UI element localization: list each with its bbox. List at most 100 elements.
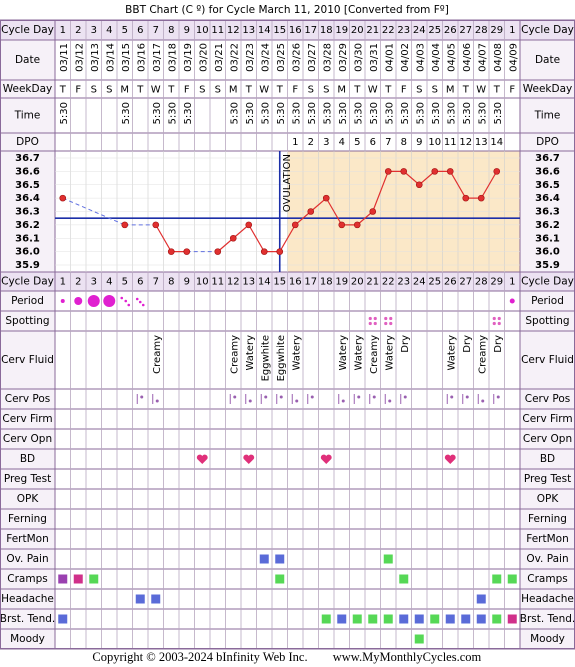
symptom-icon xyxy=(58,574,68,584)
row-label: Preg Test xyxy=(524,473,571,485)
cycle-day: 19 xyxy=(335,277,348,288)
time: 5:30 xyxy=(183,102,194,124)
cervical-fluid: Creamy xyxy=(152,335,163,374)
date: 03/13 xyxy=(90,43,101,72)
row-label: Cerv Pos xyxy=(525,393,571,405)
cycle-day: 2 xyxy=(75,277,81,288)
ovulation-label: OVULATION xyxy=(282,154,293,212)
spotting-icon xyxy=(373,316,377,321)
row-label: Headache xyxy=(521,593,574,605)
temperature-point xyxy=(307,208,315,215)
symptom-icon xyxy=(430,614,440,624)
spotting-icon xyxy=(384,321,388,326)
date: 04/08 xyxy=(493,43,504,72)
gap-bridge xyxy=(62,197,125,226)
cerv-pos-icon xyxy=(248,399,252,403)
temperature-point xyxy=(291,221,299,229)
date: 03/27 xyxy=(307,43,318,72)
cervical-fluid: Creamy xyxy=(477,335,488,374)
weekday: W xyxy=(151,85,161,96)
time: 5:30 xyxy=(291,102,302,124)
row-label: Moody xyxy=(10,633,45,645)
row-label: Ov. Pain xyxy=(6,553,48,565)
period-icon xyxy=(124,299,128,303)
cerv-pos-icon xyxy=(496,395,500,399)
dpo: 7 xyxy=(385,137,391,148)
symptom-icon xyxy=(445,614,455,624)
cycle-day: 26 xyxy=(444,25,457,36)
y-tick-label: 36.2 xyxy=(535,220,560,231)
weekday: T xyxy=(167,85,175,96)
cycle-day: 28 xyxy=(475,25,488,36)
date: 04/01 xyxy=(384,43,395,72)
symptom-icon xyxy=(259,554,269,564)
cycle-day: 20 xyxy=(351,277,364,288)
time: 5:30 xyxy=(369,102,380,124)
weekday: T xyxy=(462,85,470,96)
copyright: Copyright © 2003-2024 bInfinity Web Inc. xyxy=(92,650,307,664)
cycle-day: 5 xyxy=(122,277,128,288)
symptom-icon xyxy=(352,614,362,624)
y-tick-label: 36.0 xyxy=(535,247,560,258)
cerv-pos-icon xyxy=(310,395,314,399)
cerv-pos-icon xyxy=(481,399,485,403)
time: 5:30 xyxy=(229,102,240,124)
y-tick-label: 36.6 xyxy=(15,166,40,177)
symptom-icon xyxy=(73,574,83,584)
cervical-fluid: Dry xyxy=(400,335,411,353)
cerv-pos-icon xyxy=(295,399,299,403)
time: 5:30 xyxy=(307,102,318,124)
row-label: Date xyxy=(15,54,40,66)
y-tick-label: 36.7 xyxy=(535,153,560,164)
weekday: S xyxy=(323,85,329,96)
cycle-day: 1 xyxy=(60,277,66,288)
weekday: M xyxy=(446,85,455,96)
time: 5:30 xyxy=(121,102,132,124)
weekday: S xyxy=(106,85,112,96)
dpo: 4 xyxy=(339,137,345,148)
period-icon xyxy=(127,303,131,307)
row-label: Cycle Day xyxy=(521,276,574,288)
cycle-day: 10 xyxy=(196,277,209,288)
row-label: Cerv Firm xyxy=(522,413,572,425)
date: 03/12 xyxy=(74,43,85,72)
cerv-pos-icon xyxy=(450,395,454,399)
symptom-icon xyxy=(399,614,409,624)
row-label: OPK xyxy=(17,493,40,505)
cycle-day: 12 xyxy=(227,277,240,288)
y-tick-label: 36.3 xyxy=(535,207,560,218)
dpo: 6 xyxy=(370,137,376,148)
cycle-day: 7 xyxy=(153,277,159,288)
cycle-day: 4 xyxy=(106,25,112,36)
row-label: Cerv Opn xyxy=(3,433,52,445)
time: 5:30 xyxy=(322,102,333,124)
row-label: Spotting xyxy=(5,315,49,327)
cycle-day: 28 xyxy=(475,277,488,288)
bd-heart xyxy=(320,454,332,464)
period-icon xyxy=(60,299,65,303)
symptom-icon xyxy=(414,634,424,644)
bd-heart xyxy=(243,454,255,464)
row-label: Period xyxy=(531,295,564,307)
cycle-day: 17 xyxy=(304,277,317,288)
row-label: Cramps xyxy=(527,573,567,585)
row-label: Cerv Opn xyxy=(523,433,572,445)
time: 5:30 xyxy=(400,102,411,124)
temperature-point xyxy=(276,248,284,255)
symptom-icon xyxy=(337,614,347,624)
row-label: Spotting xyxy=(525,315,569,327)
weekday: T xyxy=(353,85,361,96)
cerv-pos-icon xyxy=(357,395,361,399)
symptom-icon xyxy=(275,554,285,564)
y-tick-label: 36.2 xyxy=(15,220,40,231)
time: 5:30 xyxy=(338,102,349,124)
weekday: T xyxy=(245,85,253,96)
dpo: 3 xyxy=(323,137,329,148)
cycle-day: 21 xyxy=(366,277,379,288)
row-label: BD xyxy=(20,453,35,465)
row-label: BD xyxy=(540,453,555,465)
dpo: 9 xyxy=(416,137,422,148)
y-tick-label: 36.4 xyxy=(535,193,560,204)
cervical-fluid: Creamy xyxy=(369,335,380,374)
